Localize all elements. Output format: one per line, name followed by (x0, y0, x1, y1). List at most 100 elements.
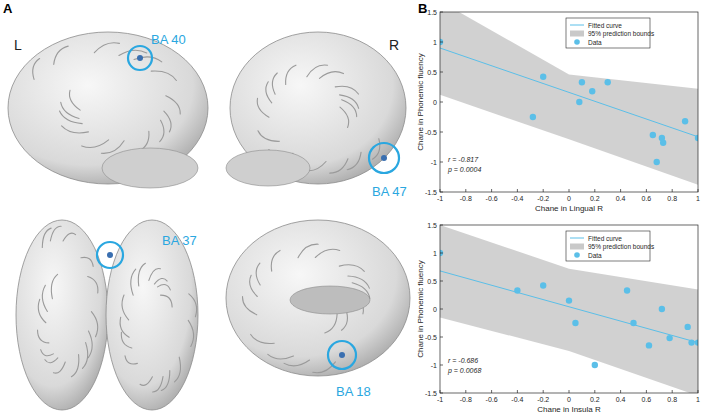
x-tick-label: 0.4 (616, 195, 626, 202)
x-tick-label: 0.4 (616, 396, 626, 403)
sulcus (342, 100, 357, 117)
hemisphere-label: L (14, 37, 22, 53)
x-tick-label: -0.8 (460, 396, 472, 403)
x-tick (594, 189, 595, 192)
x-tick (569, 390, 570, 393)
sulcus (153, 376, 163, 392)
sulcus (158, 285, 171, 290)
sulcus (45, 358, 58, 363)
sulcus (175, 357, 181, 382)
sulcus (340, 95, 359, 108)
data-point (654, 159, 660, 165)
x-tick (698, 189, 699, 192)
y-tick-label: -1.5 (425, 189, 437, 196)
sulcus (138, 263, 145, 286)
x-tick-label: -0.6 (486, 396, 498, 403)
annotation: p = 0.0004 (447, 166, 481, 174)
legend: Fitted curve95% prediction boundsData (566, 18, 655, 48)
x-tick (672, 390, 673, 393)
region-circle (328, 341, 356, 369)
y-tick-label: -1.5 (425, 390, 437, 397)
x-tick-label: 0 (567, 195, 571, 202)
legend-swatch (570, 244, 584, 250)
marks (440, 12, 698, 185)
data-point (624, 287, 630, 293)
prediction-band (440, 12, 698, 185)
y-tick (440, 393, 443, 394)
legend-swatch (574, 252, 580, 258)
y-tick (440, 72, 443, 73)
y-tick (440, 337, 443, 338)
y-tick (440, 253, 443, 254)
brain-surface (106, 220, 198, 410)
x-tick (543, 189, 544, 192)
sulcus (373, 139, 380, 160)
sulcus (63, 233, 76, 241)
brain-view (16, 220, 108, 410)
plot-frame (440, 225, 698, 393)
panel-label: B (418, 1, 427, 16)
region-label: BA 47 (372, 184, 407, 199)
sulcus (69, 90, 80, 110)
sulcus (271, 250, 280, 271)
x-tick (646, 390, 647, 393)
x-axis-label: Chane in Lingual R (535, 204, 603, 213)
y-tick-label: -1 (431, 362, 437, 369)
y-tick-label: 0 (433, 99, 437, 106)
y-axis-label: Chane in Phonemic fluency (416, 53, 425, 150)
sulcus (42, 285, 47, 311)
prediction-band (440, 225, 698, 393)
y-tick (440, 225, 443, 226)
sulcus (38, 299, 46, 322)
sulcus (315, 249, 339, 257)
legend: Fitted curve95% prediction boundsData (566, 231, 655, 261)
annotation: p = 0.0068 (447, 367, 481, 375)
x-tick-label: -0.4 (511, 396, 523, 403)
y-tick-label: -0.5 (425, 129, 437, 136)
x-tick-label: 0.2 (590, 195, 600, 202)
sulcus (166, 96, 180, 114)
data-point (659, 306, 665, 312)
sulcus (340, 107, 349, 127)
data-point (684, 324, 690, 330)
legend-label: 95% prediction bounds (588, 243, 655, 251)
scatter-chart: -1-0.8-0.6-0.4-0.200.20.40.60.81-1.5-1-0… (416, 1, 701, 213)
x-tick-label: 0.8 (667, 396, 677, 403)
sulcus (81, 257, 93, 266)
data-point (688, 339, 694, 345)
x-tick (440, 189, 441, 192)
x-tick (517, 189, 518, 192)
cerebellum (226, 150, 310, 186)
data-point (530, 114, 536, 120)
region-circle (369, 143, 399, 173)
y-tick-label: -0.5 (425, 334, 437, 341)
y-axis-label: Chane in Phonemic fluency (416, 260, 425, 357)
sulcus (131, 269, 136, 295)
data-point (440, 39, 443, 45)
sulcus (188, 320, 193, 346)
sulcus (53, 362, 65, 373)
data-point (589, 88, 595, 94)
brain-view (106, 220, 198, 410)
corpus-callosum (290, 286, 370, 314)
data-point (572, 320, 578, 326)
x-tick (491, 189, 492, 192)
data-point (592, 362, 598, 368)
sulcus (149, 268, 161, 280)
sulcus (256, 263, 260, 285)
legend-swatch (570, 31, 584, 37)
sulcus (154, 278, 167, 284)
activation (107, 252, 113, 258)
brain-view (226, 220, 410, 376)
sulcus (119, 50, 147, 55)
brain-panel (8, 32, 410, 410)
y-tick-label: 0.5 (427, 69, 437, 76)
annotation: r = -0.817 (448, 156, 479, 163)
sulcus (122, 295, 129, 320)
data-point (440, 250, 443, 256)
y-tick-label: 1.5 (427, 222, 437, 229)
y-tick (440, 162, 443, 163)
sulcus (140, 377, 152, 386)
sulcus (335, 86, 358, 94)
sulcus (164, 111, 171, 132)
